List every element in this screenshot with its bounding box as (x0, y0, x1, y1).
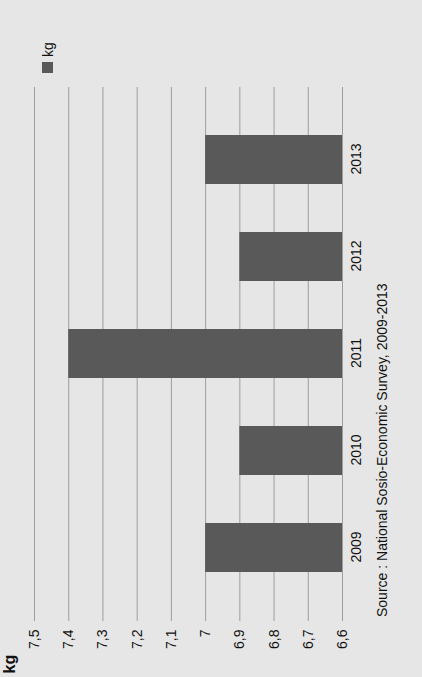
svg-text:kg: kg (1, 655, 18, 674)
svg-text:2010: 2010 (348, 434, 364, 465)
html-text:Source : National Sosio-Econom: Source : National Sosio-Economic Survey,… (374, 283, 390, 617)
svg-text:2011: 2011 (348, 338, 364, 368)
svg-text:7: 7 (197, 629, 213, 637)
svg-text:7,3: 7,3 (94, 629, 110, 649)
svg-text:7,5: 7,5 (26, 629, 42, 649)
svg-text:6,9: 6,9 (231, 629, 247, 649)
html-text:kg: kg (40, 42, 56, 57)
svg-text:2009: 2009 (348, 531, 364, 562)
svg-text:7,4: 7,4 (60, 629, 76, 649)
svg-text:6,8: 6,8 (266, 629, 282, 649)
svg-text:2012: 2012 (348, 240, 364, 271)
svg-text:7,1: 7,1 (163, 629, 179, 649)
svg-text:2013: 2013 (348, 143, 364, 174)
svg-text:6,7: 6,7 (300, 629, 316, 649)
svg-text:6,6: 6,6 (334, 629, 350, 649)
svg-text:7,2: 7,2 (129, 629, 145, 649)
